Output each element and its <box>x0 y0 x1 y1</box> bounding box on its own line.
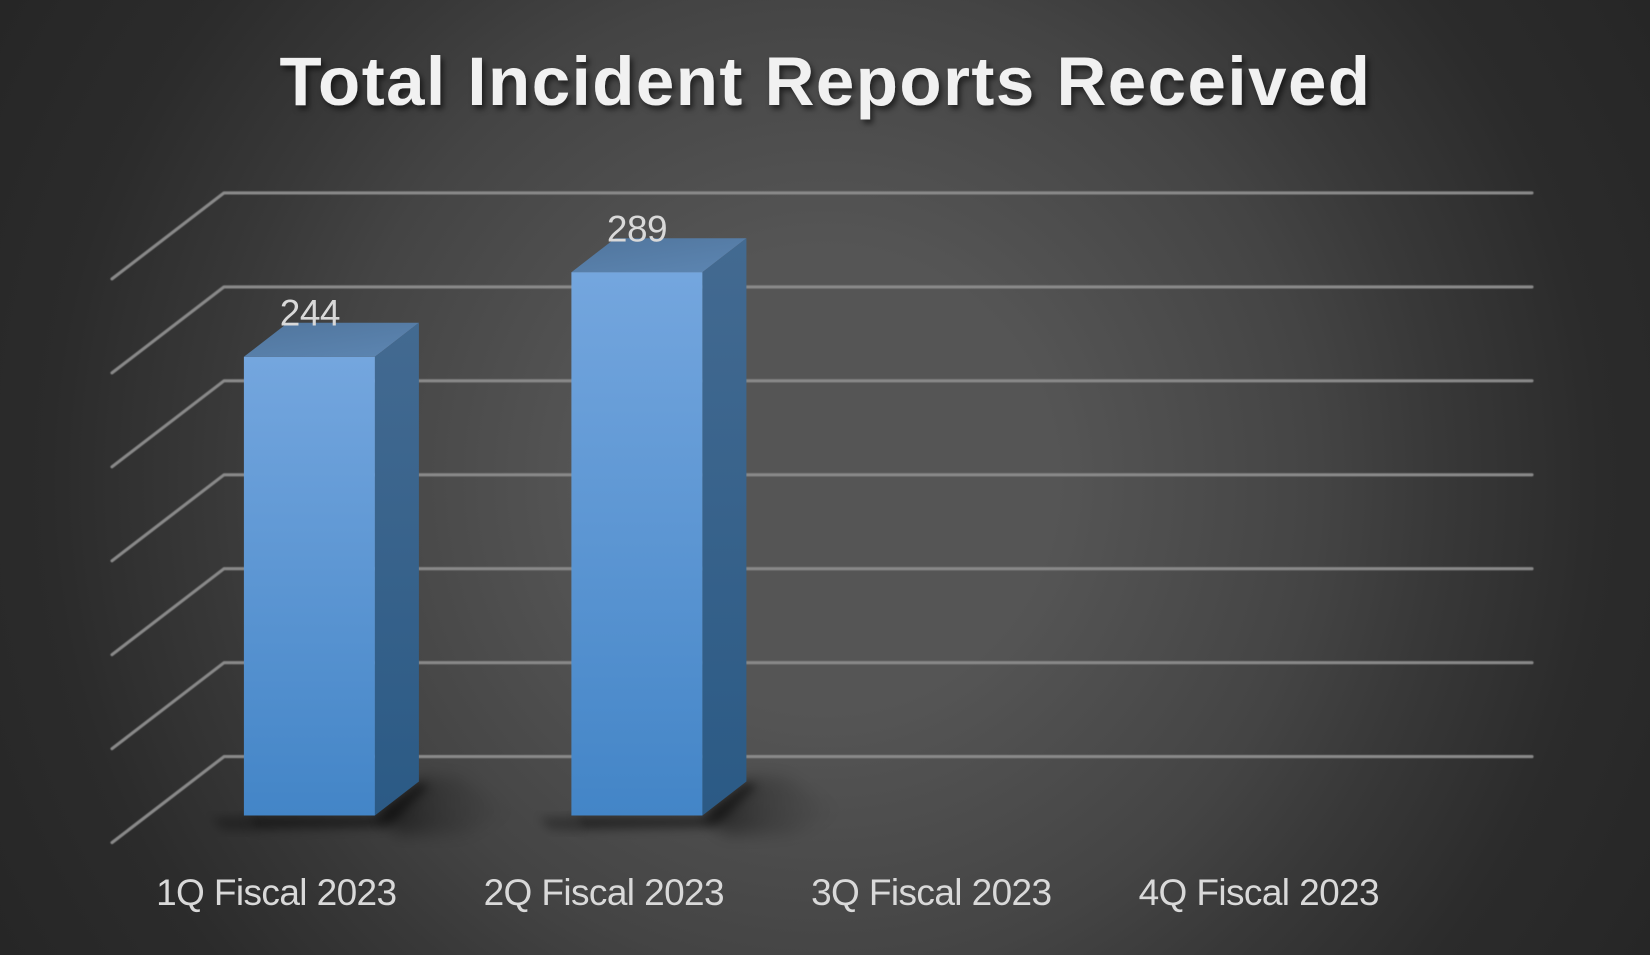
svg-text:Total Incident Reports Receive: Total Incident Reports Received <box>280 43 1372 120</box>
svg-text:2Q Fiscal 2023: 2Q Fiscal 2023 <box>484 872 724 913</box>
svg-text:289: 289 <box>607 208 667 249</box>
svg-text:244: 244 <box>280 292 340 333</box>
svg-text:1Q Fiscal 2023: 1Q Fiscal 2023 <box>156 872 396 913</box>
svg-text:3Q Fiscal 2023: 3Q Fiscal 2023 <box>811 872 1051 913</box>
svg-text:4Q Fiscal 2023: 4Q Fiscal 2023 <box>1139 872 1379 913</box>
